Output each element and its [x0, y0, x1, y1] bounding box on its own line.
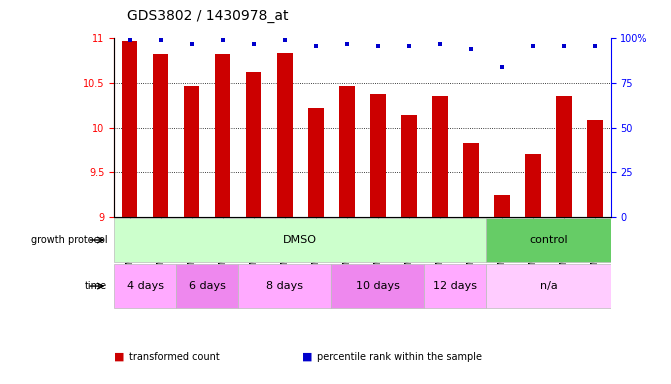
Bar	[556, 96, 572, 217]
Text: transformed count: transformed count	[129, 352, 219, 362]
Bar	[184, 86, 199, 217]
Bar	[308, 108, 323, 217]
Bar	[370, 94, 386, 217]
Bar	[153, 55, 168, 217]
Point	[527, 43, 538, 49]
Text: growth protocol: growth protocol	[31, 235, 107, 245]
Bar	[463, 143, 478, 217]
Bar	[525, 154, 541, 217]
Text: control: control	[529, 235, 568, 245]
Point	[124, 37, 135, 43]
Bar	[401, 115, 417, 217]
Text: GDS3802 / 1430978_at: GDS3802 / 1430978_at	[127, 9, 289, 23]
Text: 6 days: 6 days	[189, 281, 225, 291]
Bar	[432, 96, 448, 217]
Bar	[122, 41, 138, 217]
Text: ■: ■	[114, 352, 125, 362]
Point	[279, 37, 290, 43]
Bar	[114, 264, 176, 308]
Bar	[587, 120, 603, 217]
Point	[372, 43, 383, 49]
Point	[187, 41, 197, 47]
Bar	[215, 54, 230, 217]
Bar	[425, 264, 486, 308]
Bar	[495, 195, 510, 217]
Bar	[176, 264, 238, 308]
Bar	[114, 218, 486, 262]
Text: time: time	[85, 281, 107, 291]
Bar	[277, 53, 293, 217]
Text: 10 days: 10 days	[356, 281, 400, 291]
Text: 12 days: 12 days	[433, 281, 478, 291]
Point	[466, 46, 476, 52]
Bar	[246, 72, 262, 217]
Point	[248, 41, 259, 47]
Point	[342, 41, 352, 47]
Bar	[339, 86, 354, 217]
Text: percentile rank within the sample: percentile rank within the sample	[317, 352, 482, 362]
Text: 4 days: 4 days	[127, 281, 164, 291]
Point	[403, 43, 414, 49]
Bar	[486, 218, 611, 262]
Point	[497, 64, 507, 70]
Bar	[238, 264, 331, 308]
Text: 8 days: 8 days	[266, 281, 303, 291]
Point	[435, 41, 446, 47]
Bar	[486, 264, 611, 308]
Text: n/a: n/a	[539, 281, 558, 291]
Text: DMSO: DMSO	[283, 235, 317, 245]
Bar	[331, 264, 425, 308]
Point	[559, 43, 570, 49]
Point	[217, 37, 228, 43]
Point	[155, 37, 166, 43]
Point	[590, 43, 601, 49]
Point	[311, 43, 321, 49]
Text: ■: ■	[302, 352, 313, 362]
